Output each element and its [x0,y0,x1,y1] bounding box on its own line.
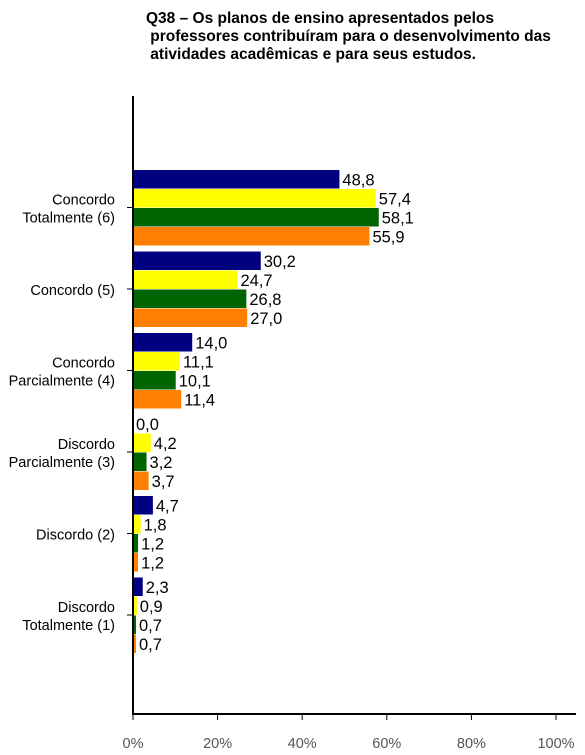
category-label-line: Concordo [52,193,115,209]
category-label-3: Concordo Parcialmente (4) [9,356,115,390]
value-label-2-3: 26,8 [249,291,281,309]
x-tick-label-0: 0% [123,736,144,752]
bar-3-3 [133,371,176,390]
bar-1-2 [133,189,376,208]
bar-6-4 [133,634,136,653]
category-label-1: Concordo Totalmente (6) [22,193,115,227]
bar-5-1 [133,496,153,515]
value-label-1-2: 57,4 [379,190,411,208]
bar-4-4 [133,471,149,490]
category-label-line: Discordo (2) [36,528,115,544]
value-label-3-2: 11,1 [183,353,214,371]
bar-2-1 [133,251,261,270]
category-label-line: Parcialmente (3) [9,455,115,471]
value-label-6-4: 0,7 [139,636,162,654]
value-label-3-4: 11,4 [184,391,215,409]
x-tick-label-80: 80% [457,736,486,752]
bar-5-4 [133,553,139,572]
x-tick-label-100: 100% [537,736,574,752]
category-label-line: Totalmente (1) [22,618,115,634]
value-label-4-2: 4,2 [154,435,177,453]
chart-title-line-3: atividades acadêmicas e para seus estudo… [146,46,476,63]
chart-title-line-1: Q38 – Os planos de ensino apresentados p… [146,10,495,27]
bar-2-4 [133,308,248,327]
value-label-1-4: 55,9 [372,228,404,246]
bars-layer [133,170,379,653]
category-label-2: Concordo (5) [30,283,115,299]
value-labels-layer: 48,8 57,458,155,9 30,224,726,827,0 14,011,1… [136,171,414,654]
value-label-3-3: 10,1 [179,372,211,390]
category-label-line: Discordo [58,600,115,616]
category-label-5: Discordo (2) [36,528,115,544]
axes-layer [127,96,576,720]
value-label-5-2: 1,8 [144,516,167,534]
value-label-2-1: 30,2 [264,253,296,271]
category-label-line: Parcialmente (4) [9,374,115,390]
category-label-6: Discordo Totalmente (1) [22,600,115,634]
bar-2-3 [133,289,247,308]
bar-3-4 [133,390,182,409]
category-label-line: Totalmente (6) [22,211,115,227]
category-labels-layer: Concordo Totalmente (6) Concordo (5) Concor… [9,193,115,635]
category-label-line: Concordo [52,356,115,372]
value-label-4-3: 3,2 [150,454,173,472]
category-label-4: Discordo Parcialmente (3) [9,437,115,471]
chart-title: Q38 – Os planos de ensino apresentados p… [146,10,576,64]
value-label-4-1: 0,0 [136,416,159,434]
bar-1-3 [133,208,379,227]
bar-6-1 [133,577,143,596]
x-tick-label-40: 40% [288,736,317,752]
bar-4-2 [133,433,151,452]
bar-5-3 [133,534,139,553]
bar-6-3 [133,615,136,634]
bar-2-2 [133,270,238,289]
bar-1-4 [133,227,370,246]
value-label-2-2: 24,7 [240,272,272,290]
tick-labels-layer: 0% 20% 40% 60% 80% 100% [123,736,575,752]
category-label-line: Concordo (5) [30,283,115,299]
bar-3-1 [133,333,193,352]
bar-3-2 [133,352,180,371]
category-label-line: Discordo [58,437,115,453]
chart-title-line-2: professores contribuíram para o desenvol… [146,28,551,45]
value-label-6-3: 0,7 [139,617,162,635]
value-label-6-2: 0,9 [140,598,163,616]
value-label-4-4: 3,7 [152,473,175,491]
bar-4-3 [133,452,147,471]
bar-5-2 [133,515,141,534]
bar-6-2 [133,596,137,615]
x-tick-label-20: 20% [203,736,232,752]
value-label-3-1: 14,0 [195,334,227,352]
value-label-5-3: 1,2 [141,535,164,553]
value-label-2-4: 27,0 [250,310,282,328]
value-label-5-1: 4,7 [156,497,179,515]
bar-1-1 [133,170,340,189]
value-label-5-4: 1,2 [141,554,164,572]
value-label-6-1: 2,3 [146,579,169,597]
value-label-1-1: 48,8 [342,171,374,189]
value-label-1-3: 58,1 [382,209,414,227]
x-tick-label-60: 60% [372,736,401,752]
